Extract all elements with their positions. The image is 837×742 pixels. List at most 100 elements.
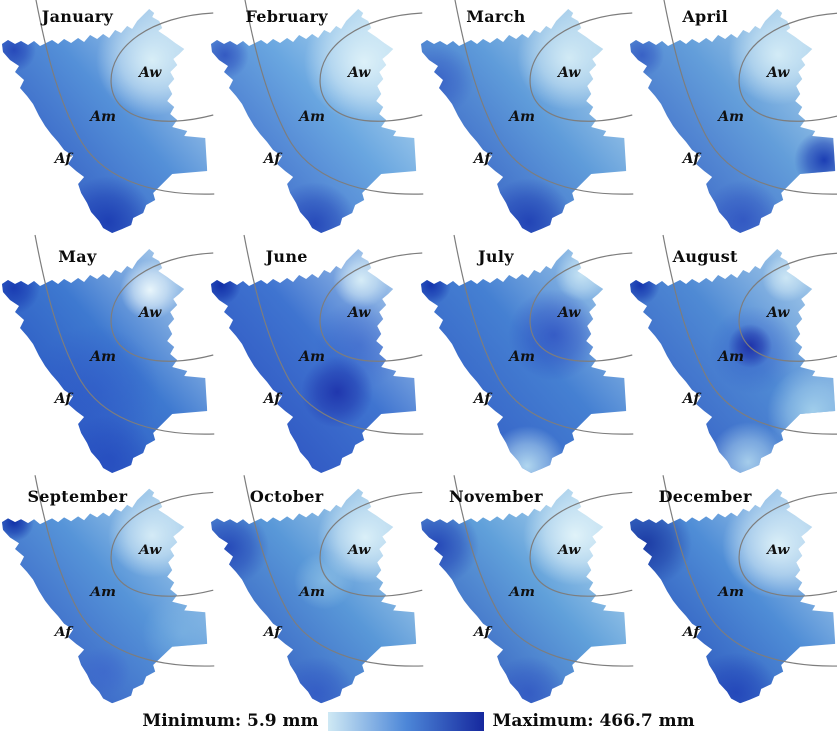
climate-boundary-af-line [452,234,633,435]
zone-label-aw: Aw [765,542,791,558]
precipitation-spot [707,422,788,473]
month-tile-may: May Aw Am [0,234,215,480]
precipitation-map: Aw Am Af [419,475,633,710]
precipitation-spot [279,656,356,704]
climate-boundary-af-line [662,234,837,435]
month-tile-april: April Aw Am [628,0,837,240]
precipitation-map: Aw Am Af [0,0,215,240]
month-tile-january: January Aw Am Af [0,0,215,240]
zone-label-aw: Aw [555,305,580,321]
map-svg: Aw Am Af [2,475,215,704]
precipitation-spot [62,176,155,233]
month-tile-august: August [628,234,837,480]
zone-label-af: Af [53,151,75,167]
zone-label-aw: Aw [346,542,372,558]
month-title: February [245,7,328,26]
month-title: October [249,487,324,506]
zone-label-aw: Aw [346,305,371,321]
zone-label-am: Am [507,584,535,600]
precipitation-spot [65,415,156,473]
month-title: May [58,247,97,266]
zone-label-af: Af [471,624,492,640]
climate-boundary-aw-arc [319,12,423,122]
zone-label-am: Am [297,584,325,600]
month-title: August [672,247,738,266]
map-grid: January Aw Am Af [0,0,837,704]
state-map-fill [420,488,626,704]
legend: Minimum: 5.9 mm Maximum: 466.7 mm [0,700,837,742]
climate-boundary-af-line [34,475,215,667]
zone-label-aw: Aw [555,542,581,558]
zone-label-aw: Aw [765,65,790,81]
precipitation-map: Aw Am Af [0,475,215,710]
map-svg: Aw Am Af [420,475,633,704]
map-svg: Aw Am Af [420,0,633,233]
climate-boundary-af-line [662,475,837,667]
precipitation-spot [484,178,573,233]
climate-boundary-aw-arc [738,252,837,362]
state-map-fill [211,488,417,704]
climate-boundary-af-line [34,234,215,435]
climate-boundary-af-line [453,0,633,195]
climate-boundary-aw-arc [529,491,632,597]
month-tile-june: June Aw Am [209,234,424,480]
month-title: April [682,7,729,26]
zone-label-am: Am [298,109,326,125]
zone-label-aw: Aw [765,305,790,321]
climate-boundary-af-line [35,0,215,195]
map-svg: Aw Am Af [629,234,837,473]
climate-boundary-aw-arc [529,12,632,122]
state-map-fill [629,249,835,473]
zone-label-am: Am [88,109,116,125]
legend-max-label: Maximum: 466.7 mm [492,711,695,731]
zone-label-af: Af [680,151,702,167]
map-svg: Aw Am Af [2,234,215,473]
state-map-fill [629,9,835,233]
zone-label-am: Am [507,109,535,125]
map-svg: Aw Am Af [420,234,633,473]
zone-label-af: Af [53,391,75,407]
climate-boundary-af-line [243,234,424,435]
zone-label-am: Am [88,584,116,600]
zone-label-aw: Aw [137,65,162,81]
climate-boundary-aw-arc [738,492,837,597]
zone-label-af: Af [680,391,702,407]
zone-label-af: Af [471,391,493,407]
zone-label-am: Am [716,584,744,600]
zone-label-af: Af [471,151,493,167]
climate-boundary-af-line [663,0,837,195]
map-svg: Aw Am Af [211,0,424,233]
legend-min-label: Minimum: 5.9 mm [142,711,319,731]
precipitation-spot [78,646,131,697]
climate-boundary-aw-arc [110,491,214,597]
zone-label-aw: Aw [346,65,371,81]
zone-label-am: Am [716,109,744,125]
zone-label-aw: Aw [137,542,163,558]
month-tile-march: March Aw Am Af [419,0,633,240]
zone-label-aw: Aw [137,305,162,321]
climate-boundary-af-line [243,475,424,667]
precipitation-map: Aw Am Af [628,234,837,480]
state-map-fill [2,249,208,473]
precipitation-map: Aw Am Af [628,475,837,710]
zone-label-am: Am [507,349,535,365]
zone-label-am: Am [716,349,744,365]
state-map-fill [629,488,835,704]
climate-boundary-af-line [452,475,633,667]
zone-label-af: Af [262,151,284,167]
map-svg: Aw Am Af [211,475,424,704]
climate-boundary-aw-arc [319,252,423,362]
month-title: January [41,7,114,26]
month-title: December [658,487,752,506]
state-map-fill [420,9,626,233]
map-svg: Aw Am Af [211,234,424,473]
precipitation-spot [490,656,567,704]
month-tile-october: October Aw [209,475,424,704]
month-title: September [27,487,128,506]
state-map-fill [211,9,417,233]
precipitation-map: Aw Am Af [209,234,424,480]
precipitation-map: Aw Am Af [0,234,215,480]
month-tile-july: July Aw Am [419,234,633,480]
precipitation-spot [301,356,374,428]
zone-label-aw: Aw [555,65,580,81]
